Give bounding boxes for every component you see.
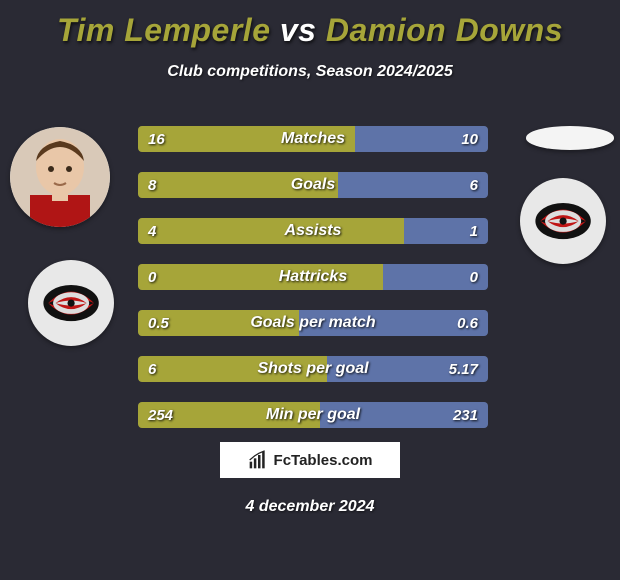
bar-left-fill xyxy=(138,356,327,382)
bar-left-fill xyxy=(138,264,383,290)
stats-bars: 1610Matches 86Goals 41Assists 00Hattricks 0.… xyxy=(138,126,488,448)
vs-label: vs xyxy=(280,12,317,48)
stat-bar: 1610Matches xyxy=(138,126,488,152)
player-left-avatar xyxy=(10,127,110,227)
bar-left-fill xyxy=(138,172,338,198)
comparison-title: Tim Lemperle vs Damion Downs xyxy=(0,0,620,49)
bar-left-fill xyxy=(138,402,320,428)
bar-right-fill xyxy=(355,126,488,152)
bar-right-fill xyxy=(299,310,488,336)
stat-bar: 254231Min per goal xyxy=(138,402,488,428)
player1-name: Tim Lemperle xyxy=(57,12,270,48)
bar-right-fill xyxy=(338,172,489,198)
brand-logo: FcTables.com xyxy=(220,442,400,478)
bar-left-fill xyxy=(138,126,355,152)
bar-right-fill xyxy=(404,218,488,244)
bar-right-fill xyxy=(383,264,488,290)
stat-bar: 00Hattricks xyxy=(138,264,488,290)
club-left-logo xyxy=(28,260,114,346)
bar-left-fill xyxy=(138,310,299,336)
stat-bar: 41Assists xyxy=(138,218,488,244)
stat-bar: 65.17Shots per goal xyxy=(138,356,488,382)
club-right-logo xyxy=(520,178,606,264)
stat-bar: 0.50.6Goals per match xyxy=(138,310,488,336)
bar-right-fill xyxy=(327,356,488,382)
subtitle: Club competitions, Season 2024/2025 xyxy=(0,63,620,81)
bar-left-fill xyxy=(138,218,404,244)
player2-name: Damion Downs xyxy=(326,12,563,48)
brand-text: FcTables.com xyxy=(274,452,373,469)
bar-right-fill xyxy=(320,402,488,428)
stat-bar: 86Goals xyxy=(138,172,488,198)
footer-date: 4 december 2024 xyxy=(246,498,375,516)
player-right-avatar xyxy=(526,126,614,150)
chart-icon xyxy=(248,450,268,470)
